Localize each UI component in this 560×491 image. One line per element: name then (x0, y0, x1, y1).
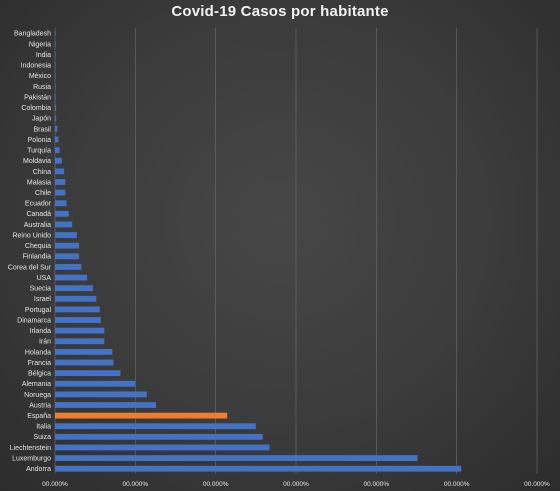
category-label: Malasia (27, 179, 51, 186)
category-label: Portugal (25, 307, 52, 314)
bar-nigeria (55, 41, 56, 47)
category-label: Indonesia (21, 63, 51, 70)
category-label: China (33, 169, 51, 176)
bar-ecuador (55, 200, 67, 207)
bar-andorra (55, 465, 462, 472)
bar-suiza (55, 433, 263, 440)
bar-austria (55, 402, 156, 408)
category-label: Israel (34, 296, 52, 303)
category-label: Suecia (30, 286, 52, 293)
category-label: Irlanda (30, 328, 52, 335)
bar-liechtenstein (55, 444, 270, 451)
category-label: Colombia (21, 105, 51, 112)
category-label: Chequia (25, 243, 51, 250)
bar-noruega (55, 391, 147, 398)
category-label: Austria (29, 402, 51, 409)
category-label: Bélgica (28, 371, 51, 378)
category-label: Liechtenstein (10, 445, 51, 452)
bar-luxemburgo (55, 455, 418, 461)
category-label: Corea del Sur (8, 264, 52, 271)
bar-china (55, 168, 65, 175)
bar-finlandia (55, 253, 80, 260)
bar-usa (55, 274, 88, 281)
x-tick-label: 00.000% (283, 481, 309, 488)
category-label: Irán (39, 339, 51, 346)
bar-rusia (55, 83, 56, 90)
category-label: Canadá (26, 211, 51, 218)
bar-bélgica (55, 370, 121, 377)
bar-chile (55, 189, 66, 196)
bar-irlanda (55, 327, 105, 334)
category-label: India (36, 52, 51, 59)
category-label: Andorra (26, 466, 51, 473)
category-label: Pakistán (24, 94, 51, 101)
bar-francia (55, 359, 114, 366)
category-label: Luxemburgo (12, 455, 51, 462)
category-label: Polonia (28, 137, 51, 144)
category-label: Brasil (33, 126, 51, 133)
bar-holanda (55, 348, 113, 355)
x-tick-label: 00.000% (524, 481, 550, 488)
category-label: Moldavia (23, 158, 51, 165)
bar-canadá (55, 210, 69, 217)
category-label: Japón (32, 116, 51, 123)
bar-polonia (55, 136, 59, 143)
bar-dinamarca (55, 317, 101, 323)
category-label: Finlandia (23, 254, 52, 261)
bar-pakistán (55, 94, 56, 100)
bar-italia (55, 423, 256, 430)
bar-japón (55, 115, 57, 122)
chart-title: Covid-19 Casos por habitante (171, 3, 389, 20)
bar-alemania (55, 380, 136, 387)
bar-corea-del-sur (55, 264, 82, 270)
category-label: Suiza (33, 434, 51, 441)
bar-moldavia (55, 157, 62, 164)
category-label: USA (37, 275, 52, 282)
category-label: Italia (36, 424, 51, 431)
category-label: Nigeria (29, 41, 51, 48)
bar-méxico (55, 72, 56, 79)
category-label: Turquía (27, 148, 51, 155)
bar-australia (55, 221, 73, 228)
category-label: Ecuador (25, 201, 52, 208)
bar-españa (55, 412, 228, 419)
category-label: España (27, 413, 51, 420)
bar-malasia (55, 179, 66, 185)
x-tick-label: 00.000% (122, 481, 148, 488)
x-tick-label: 00.000% (444, 481, 470, 488)
x-tick-label: 00.000% (363, 481, 389, 488)
x-tick-label: 00.000% (203, 481, 229, 488)
category-label: Alemania (22, 381, 51, 388)
bar-reino-unido (55, 232, 77, 238)
category-label: Holanda (25, 349, 51, 356)
category-label: Australia (24, 222, 51, 229)
bar-chequia (55, 242, 80, 249)
bar-india (55, 51, 56, 58)
bar-irán (55, 338, 105, 345)
category-label: México (29, 73, 51, 80)
category-label: Dinamarca (17, 317, 51, 324)
category-label: Noruega (24, 392, 51, 399)
bar-bangladesh (55, 30, 56, 37)
bar-suecia (55, 285, 93, 292)
bar-indonesia (55, 62, 56, 69)
category-label: Rusia (33, 84, 51, 91)
category-label: Reino Unido (12, 232, 51, 239)
bar-portugal (55, 306, 100, 313)
category-label: Francia (28, 360, 51, 367)
bar-brasil (55, 125, 58, 132)
x-tick-label: 00.000% (42, 481, 68, 488)
category-label: Chile (35, 190, 51, 197)
category-label: Bangladesh (14, 31, 51, 38)
bar-colombia (55, 104, 57, 111)
bar-israel (55, 295, 97, 302)
bar-turquía (55, 147, 60, 154)
